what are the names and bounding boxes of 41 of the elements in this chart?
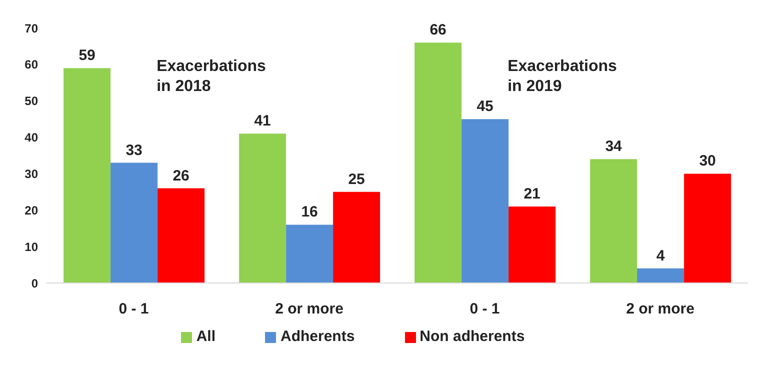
data-label: 59 [78, 47, 96, 64]
y-tick-label: 10 [24, 240, 38, 254]
data-label: 16 [301, 204, 318, 221]
bar [684, 174, 732, 283]
data-label: 21 [524, 186, 540, 202]
bar [158, 188, 205, 283]
bar [64, 68, 111, 283]
y-tick-label: 20 [24, 203, 38, 218]
y-tick-label: 70 [24, 21, 38, 36]
bar [286, 224, 334, 283]
bar [508, 206, 556, 283]
bar [110, 162, 158, 283]
data-label: 34 [605, 138, 623, 156]
data-label: 26 [172, 167, 190, 184]
annotation: Exacerbations in 2018 [156, 57, 266, 98]
y-tick-label: 30 [24, 166, 38, 181]
data-label: 4 [656, 247, 666, 264]
bar [239, 134, 286, 283]
legend-label: Non adherents [420, 328, 525, 345]
x-tick-label: 2 or more [626, 300, 694, 318]
bar [637, 268, 684, 283]
bar [333, 192, 380, 283]
data-label: 41 [254, 112, 271, 130]
y-tick-label: 40 [24, 130, 38, 145]
bar [414, 42, 462, 283]
bar [590, 159, 638, 283]
legend-label: All [196, 328, 216, 345]
data-label: 66 [430, 22, 446, 39]
x-tick-label: 0 - 1 [118, 300, 149, 318]
annotation: Exacerbations in 2019 [508, 57, 617, 98]
x-tick-label: 0 - 1 [470, 300, 500, 318]
data-label: 33 [126, 142, 142, 159]
x-tick-label: 2 or more [275, 300, 344, 318]
data-label: 30 [699, 152, 716, 170]
y-tick-label: 60 [24, 58, 38, 72]
y-tick-label: 50 [24, 94, 38, 108]
data-label: 25 [348, 170, 365, 188]
bar [462, 119, 509, 283]
legend-label: Adherents [280, 328, 355, 345]
y-tick-label: 0 [31, 276, 38, 290]
data-label: 45 [476, 98, 494, 116]
